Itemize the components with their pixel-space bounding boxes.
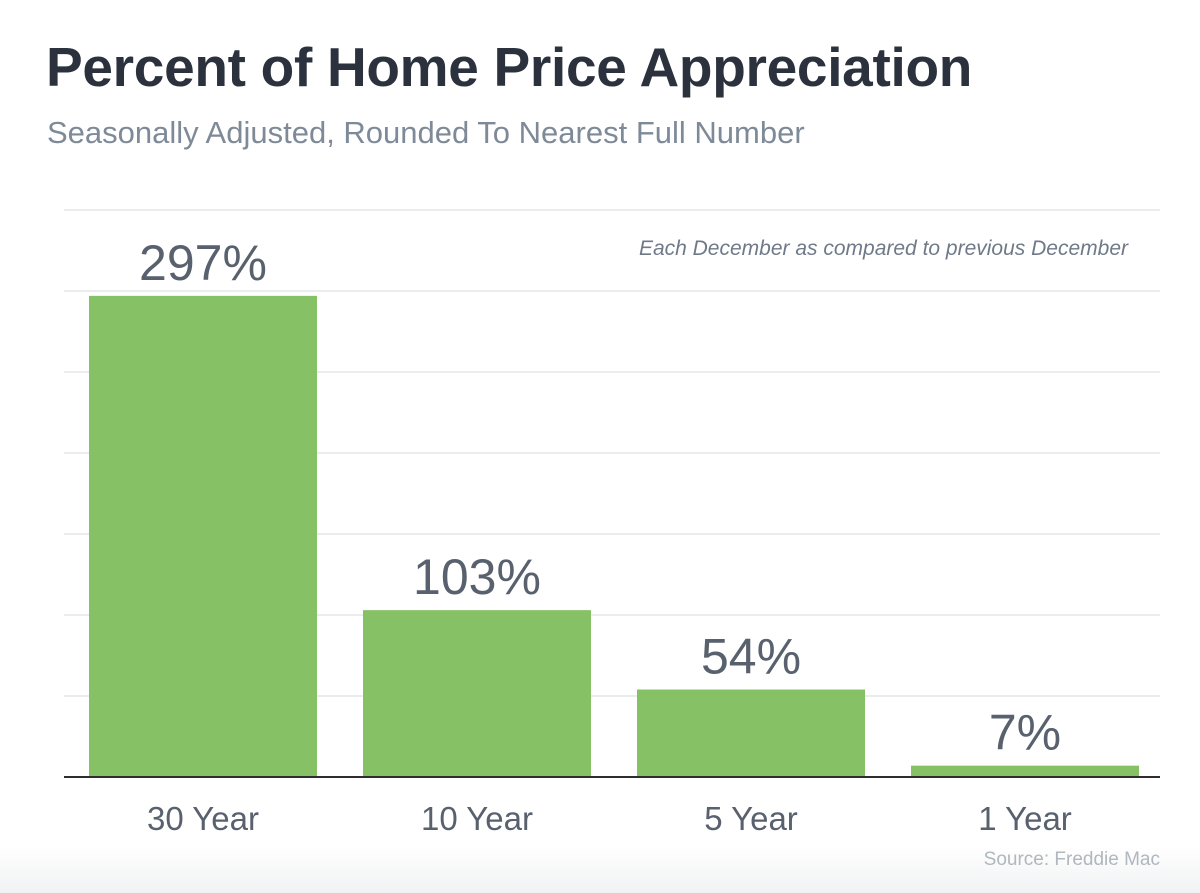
bars bbox=[89, 295, 1139, 777]
bottom-shade bbox=[0, 846, 1200, 893]
data-label: 7% bbox=[989, 705, 1061, 761]
category-label: 30 Year bbox=[147, 800, 259, 837]
category-label: 10 Year bbox=[421, 800, 533, 837]
chart-annotation: Each December as compared to previous De… bbox=[639, 237, 1129, 260]
source-note: Source: Freddie Mac bbox=[983, 849, 1160, 870]
category-label: 1 Year bbox=[978, 800, 1072, 837]
bar-30-year bbox=[89, 295, 317, 777]
chart-title: Percent of Home Price Appreciation bbox=[46, 36, 973, 98]
bar-10-year bbox=[363, 610, 591, 777]
bar-5-year bbox=[637, 689, 865, 777]
bar-1-year bbox=[911, 765, 1139, 777]
data-labels: 297% 103% 54% 7% bbox=[139, 235, 1061, 761]
data-label: 297% bbox=[139, 235, 267, 291]
category-labels: 30 Year 10 Year 5 Year 1 Year bbox=[147, 800, 1072, 837]
chart-subtitle: Seasonally Adjusted, Rounded To Nearest … bbox=[47, 115, 805, 150]
data-label: 103% bbox=[413, 549, 541, 605]
data-label: 54% bbox=[701, 629, 801, 685]
category-label: 5 Year bbox=[704, 800, 798, 837]
